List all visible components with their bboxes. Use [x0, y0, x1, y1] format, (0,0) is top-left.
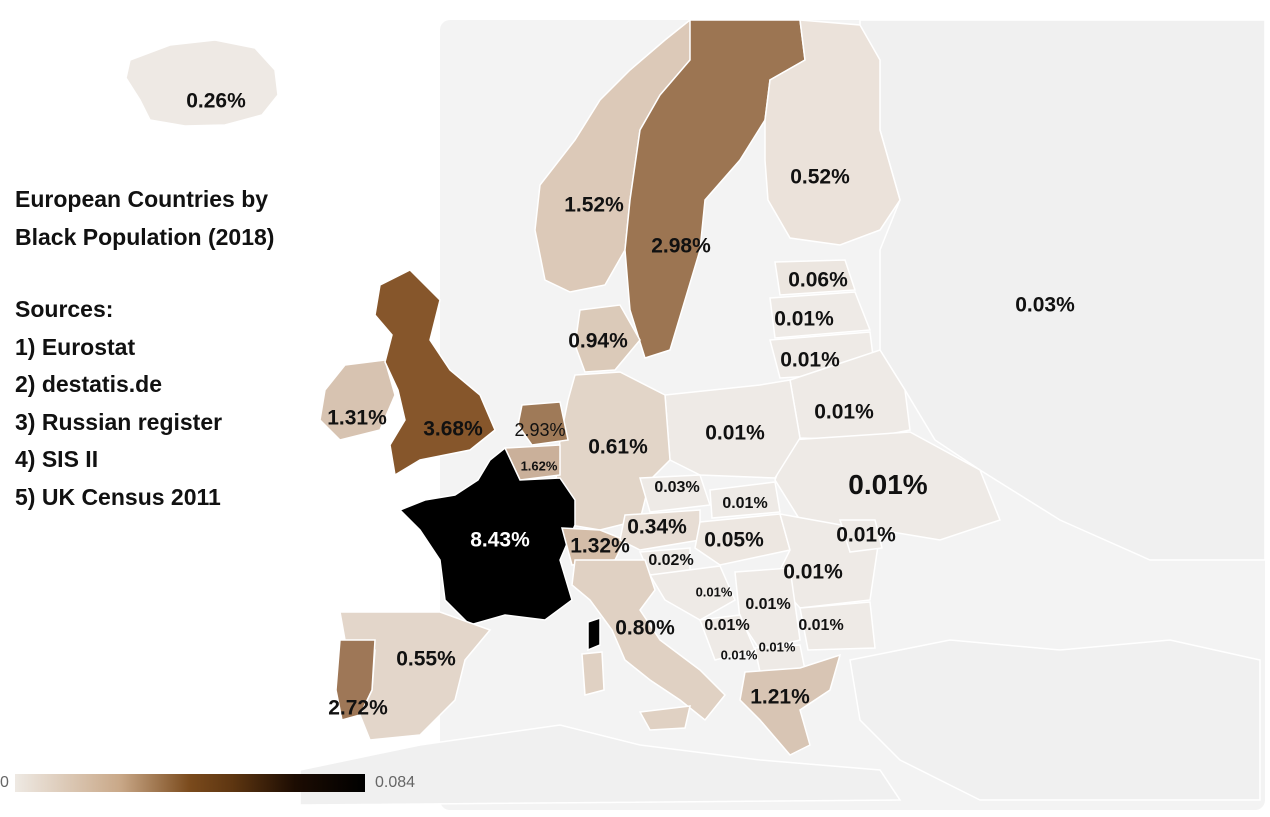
label-ireland: 1.31%	[327, 406, 387, 430]
country-italy	[571, 559, 727, 722]
country-ireland	[319, 359, 396, 441]
label-denmark: 0.94%	[568, 329, 628, 353]
country-bulgaria	[799, 601, 876, 651]
label-norway: 1.52%	[564, 193, 624, 217]
label-netherlands: 2.93%	[514, 420, 566, 440]
island-corsica	[587, 616, 601, 652]
legend-color-scale	[15, 774, 365, 792]
label-finland: 0.52%	[790, 165, 850, 189]
country-czechia	[639, 474, 712, 513]
label-uk: 3.68%	[423, 417, 483, 441]
label-ukraine: 0.01%	[848, 469, 928, 500]
label-bosnia: 0.01%	[704, 617, 750, 634]
country-finland	[764, 19, 901, 246]
map-title-line1: European Countries by	[15, 186, 269, 212]
source-item: 3) Russian register	[15, 408, 223, 435]
label-germany: 0.61%	[588, 435, 648, 459]
label-portugal: 2.72%	[328, 696, 388, 720]
country-latvia	[769, 291, 872, 339]
label-belgium: 1.62%	[520, 458, 558, 474]
label-macedonia: 0.01%	[758, 639, 796, 655]
label-sweden: 2.98%	[651, 234, 711, 258]
country-netherlands	[517, 401, 569, 446]
label-romania: 0.01%	[783, 560, 843, 584]
label-poland: 0.01%	[705, 421, 765, 445]
country-moldova	[838, 519, 883, 553]
label-france: 8.43%	[470, 528, 530, 552]
country-serbia	[734, 567, 801, 651]
label-greece: 1.21%	[750, 685, 810, 709]
source-item: 5) UK Census 2011	[15, 483, 221, 510]
island-sardinia	[581, 651, 605, 696]
label-croatia: 0.01%	[695, 584, 733, 600]
legend-min-label: 0	[0, 774, 9, 791]
label-bulgaria: 0.01%	[798, 617, 844, 634]
country-iceland	[125, 39, 279, 127]
land-north-africa	[299, 724, 902, 806]
source-item: 4) SIS II	[15, 446, 99, 472]
country-greece	[739, 653, 842, 756]
label-iceland: 0.26%	[186, 89, 246, 113]
map-title-line2: Black Population (2018)	[15, 223, 275, 250]
label-lithuania: 0.01%	[780, 348, 840, 372]
country-slovakia	[709, 481, 781, 519]
label-hungary: 0.05%	[704, 528, 764, 552]
source-item: 2) destatis.de	[15, 371, 162, 397]
label-estonia: 0.06%	[788, 268, 848, 292]
island-sicily	[638, 705, 691, 731]
label-moldova: 0.01%	[836, 523, 896, 547]
label-serbia: 0.01%	[745, 596, 791, 613]
label-italy: 0.80%	[615, 616, 675, 640]
legend-max-label: 0.084	[375, 774, 416, 791]
country-hungary	[694, 513, 791, 566]
country-uk	[374, 269, 496, 477]
sources-heading: Sources:	[15, 296, 114, 322]
country-estonia	[774, 259, 857, 296]
country-portugal	[335, 639, 376, 721]
country-switzerland	[561, 527, 627, 566]
label-russia: 0.03%	[1015, 293, 1075, 317]
label-czechia: 0.03%	[654, 479, 700, 496]
country-austria	[619, 509, 701, 551]
info-panel: European Countries by Black Population (…	[15, 181, 274, 516]
label-slovakia: 0.01%	[722, 495, 768, 512]
country-denmark	[574, 304, 641, 373]
country-poland	[664, 379, 801, 479]
land-turkey	[849, 639, 1261, 801]
country-croatia	[648, 565, 736, 621]
label-switzerland: 1.32%	[570, 534, 630, 558]
label-montenegro: 0.01%	[720, 647, 758, 663]
label-spain: 0.55%	[396, 647, 456, 671]
label-slovenia: 0.02%	[648, 552, 694, 569]
label-belarus: 0.01%	[814, 400, 874, 424]
country-france	[398, 446, 576, 626]
country-ukraine	[774, 431, 1001, 541]
spacer	[15, 256, 274, 291]
source-item: 1) Eurostat	[15, 333, 136, 360]
label-austria: 0.34%	[627, 515, 687, 539]
label-latvia: 0.01%	[774, 307, 834, 331]
